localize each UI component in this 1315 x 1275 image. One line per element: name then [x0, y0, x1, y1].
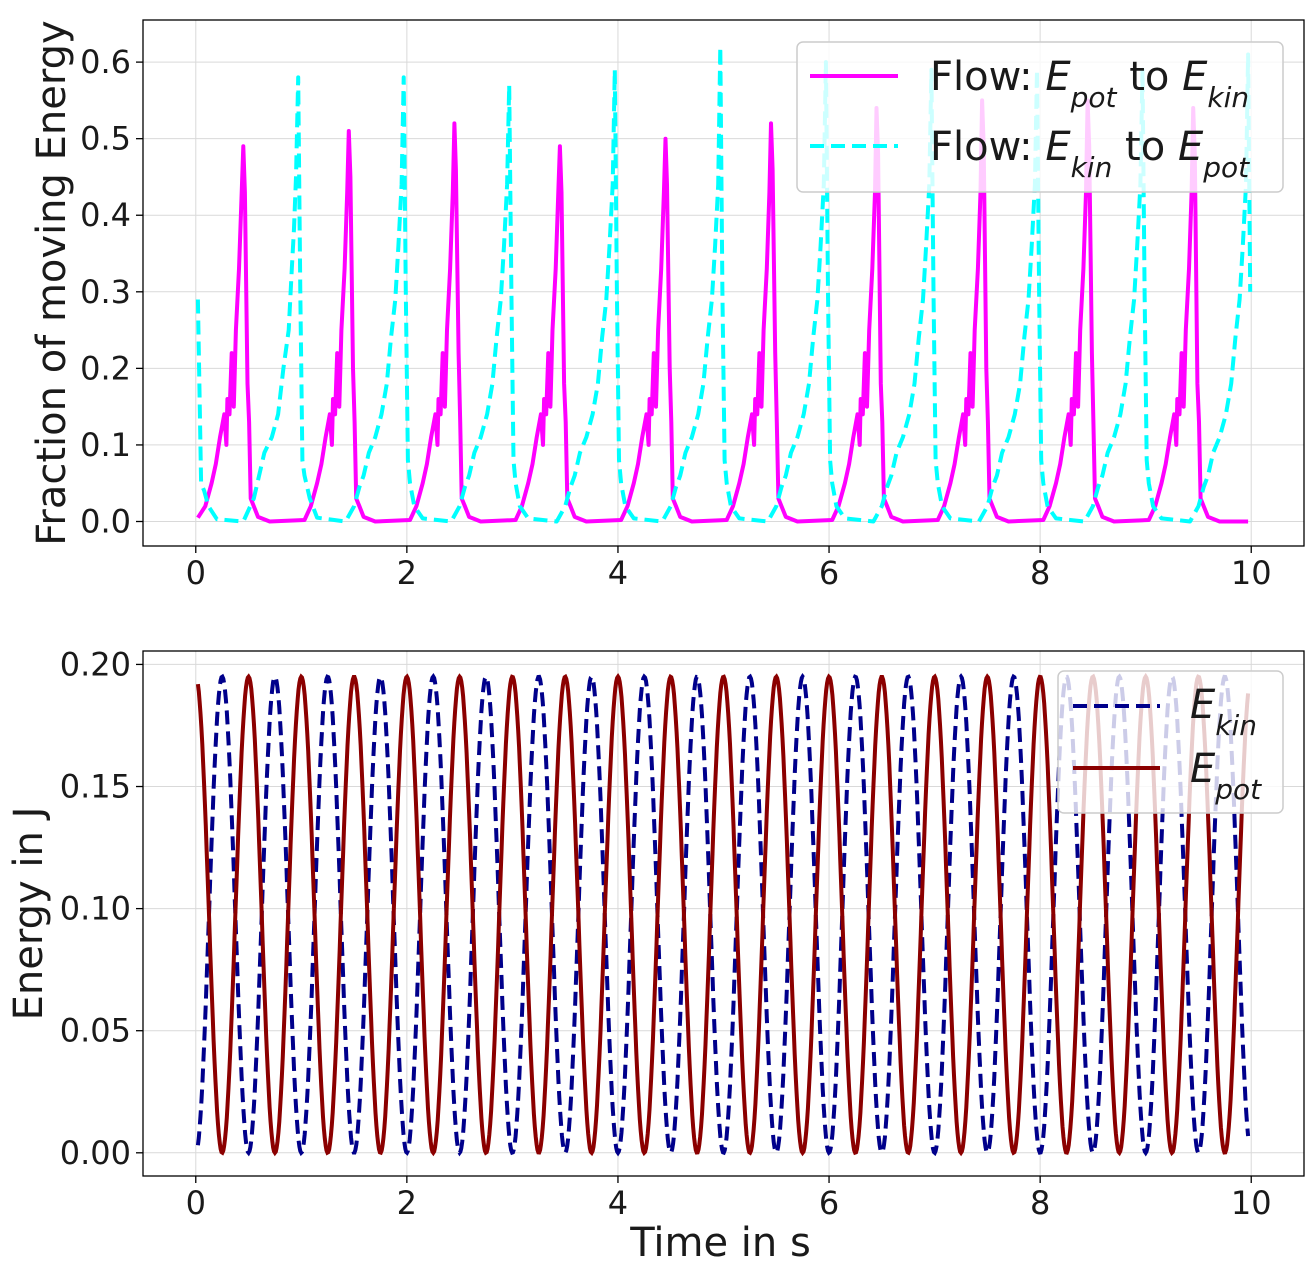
- energy-y-tick-label: 0.00: [60, 1134, 131, 1172]
- energy-y-tick-label: 0.15: [60, 768, 131, 806]
- series-flow-pot-to-kin: [196, 98, 1249, 524]
- energy-x-tick-label: 10: [1231, 1184, 1272, 1222]
- legend-label-kin-to-pot: Flow: Ekin to Epot: [930, 124, 1250, 184]
- energy-x-tick-label: 2: [397, 1184, 417, 1222]
- energy-x-tick-label: 0: [186, 1184, 206, 1222]
- flow-x-tick-label: 4: [608, 554, 628, 592]
- flow-legend: Flow: Epot to Ekin Flow: Ekin to Epot: [796, 41, 1284, 193]
- legend-label-pot-to-kin: Flow: Epot to Ekin: [930, 54, 1249, 114]
- flow-y-tick-label: 0.6: [80, 43, 131, 81]
- energy-axes-frame: [142, 650, 1305, 1177]
- energy-ticks: 0 2 4 6 8 10 0.00 0.05 0.10 0.15 0.20: [60, 645, 1272, 1222]
- legend-label-e-kin: Ekin: [1190, 682, 1257, 742]
- flow-y-axis-label: Fraction of moving Energy: [29, 20, 75, 545]
- energy-y-tick-label: 0.20: [60, 645, 131, 683]
- energy-chart-panel: 0 2 4 6 8 100.000.050.100.150.20 Energy in J …: [6, 645, 1305, 1266]
- energy-x-axis-label: Time in s: [629, 1220, 811, 1266]
- series-flow-kin-to-pot: [195, 44, 1253, 524]
- energy-x-tick-label: 4: [608, 1184, 628, 1222]
- flow-legend-box: [796, 41, 1284, 193]
- flow-plot-area: [195, 44, 1253, 524]
- legend-label-e-pot: Epot: [1190, 746, 1262, 806]
- flow-ticks: 0 2 4 6 8 10 0.0 0.1 0.2 0.3 0.4 0.5 0.6: [80, 43, 1271, 592]
- energy-x-tick-label: 8: [1030, 1184, 1050, 1222]
- flow-y-tick-label: 0.0: [80, 502, 131, 540]
- flow-x-tick-label: 0: [186, 554, 206, 592]
- energy-y-tick-label: 0.05: [60, 1012, 131, 1050]
- flow-axes-frame: [142, 19, 1305, 547]
- flow-chart-panel: 0 2 4 6 8 10 0.0 0.1 0.2 0.3 0.4 0.5 0.6 Fraction of…: [29, 19, 1305, 592]
- flow-y-tick-label: 0.2: [80, 349, 131, 387]
- energy-x-tick-label: 6: [819, 1184, 839, 1222]
- energy-y-tick-label: 0.10: [60, 890, 131, 928]
- series-e-pot: [195, 672, 1251, 1157]
- flow-x-tick-label: 10: [1231, 554, 1272, 592]
- flow-y-tick-label: 0.5: [80, 120, 131, 158]
- flow-y-tick-label: 0.3: [80, 273, 131, 311]
- flow-x-tick-label: 6: [819, 554, 839, 592]
- flow-x-tick-label: 2: [397, 554, 417, 592]
- energy-legend-box: [1057, 670, 1284, 814]
- energy-y-axis-label: Energy in J: [6, 807, 52, 1021]
- flow-x-tick-label: 8: [1030, 554, 1050, 592]
- flow-y-tick-label: 0.4: [80, 196, 131, 234]
- flow-y-tick-label: 0.1: [80, 426, 131, 464]
